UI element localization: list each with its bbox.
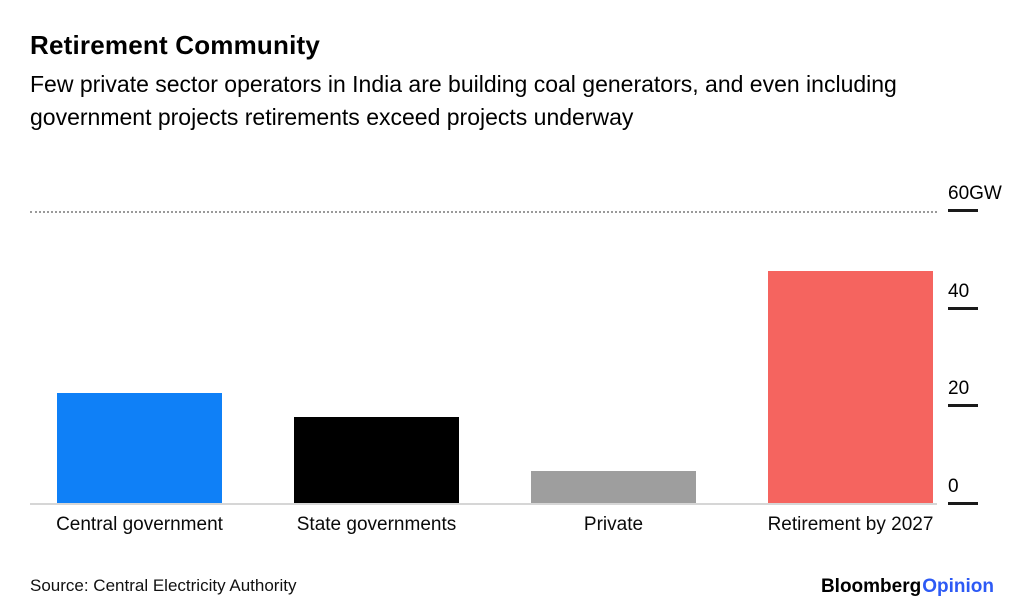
bar-slot [495, 212, 732, 505]
y-axis-tick-mark [948, 404, 978, 408]
gridline-60gw [30, 211, 937, 213]
y-axis-tick-label: 0 [948, 476, 959, 497]
bar-private [531, 470, 696, 505]
category-labels: Central government State governments Priva… [21, 514, 969, 536]
x-axis-baseline [30, 503, 937, 505]
y-axis-tick: 0 [948, 475, 1020, 505]
chart-title: Retirement Community [30, 30, 321, 60]
source-note: Source: Central Electricity Authority [30, 576, 297, 595]
bloomberg-opinion-logo: BloombergOpinion [821, 576, 994, 598]
brand-bloomberg: Bloomberg [820, 576, 922, 597]
y-axis-tick: 20 [948, 377, 1020, 408]
bar-slot [21, 212, 258, 505]
plot-area [21, 211, 969, 505]
y-axis-tick-label: 40 [948, 280, 970, 302]
category-label: Private [583, 514, 644, 535]
chart-subtitle: Few private sector operators in India ar… [30, 71, 897, 130]
bar-state-governments [294, 417, 459, 505]
bar-slot [732, 212, 969, 505]
y-axis-tick-mark [948, 306, 978, 310]
brand-opinion: Opinion [922, 576, 994, 597]
y-axis-tick: 60GW [948, 182, 1020, 212]
y-axis-tick-label: 20 [948, 378, 970, 400]
category-label: Central government [56, 514, 223, 535]
y-axis: 60GW 40 20 0 [948, 183, 1020, 505]
category-label: State governments [296, 514, 457, 535]
y-axis-tick-mark [948, 209, 978, 212]
category-label: Retirement by 2027 [767, 514, 934, 535]
bars-row [21, 212, 969, 505]
y-axis-tick: 40 [948, 280, 1020, 310]
y-axis-tick-mark [948, 502, 978, 505]
bar-retirement-by-2027 [768, 270, 933, 505]
bar-slot [258, 212, 495, 505]
bar-central-government [57, 392, 222, 505]
y-axis-tick-label: 60GW [948, 183, 1002, 204]
